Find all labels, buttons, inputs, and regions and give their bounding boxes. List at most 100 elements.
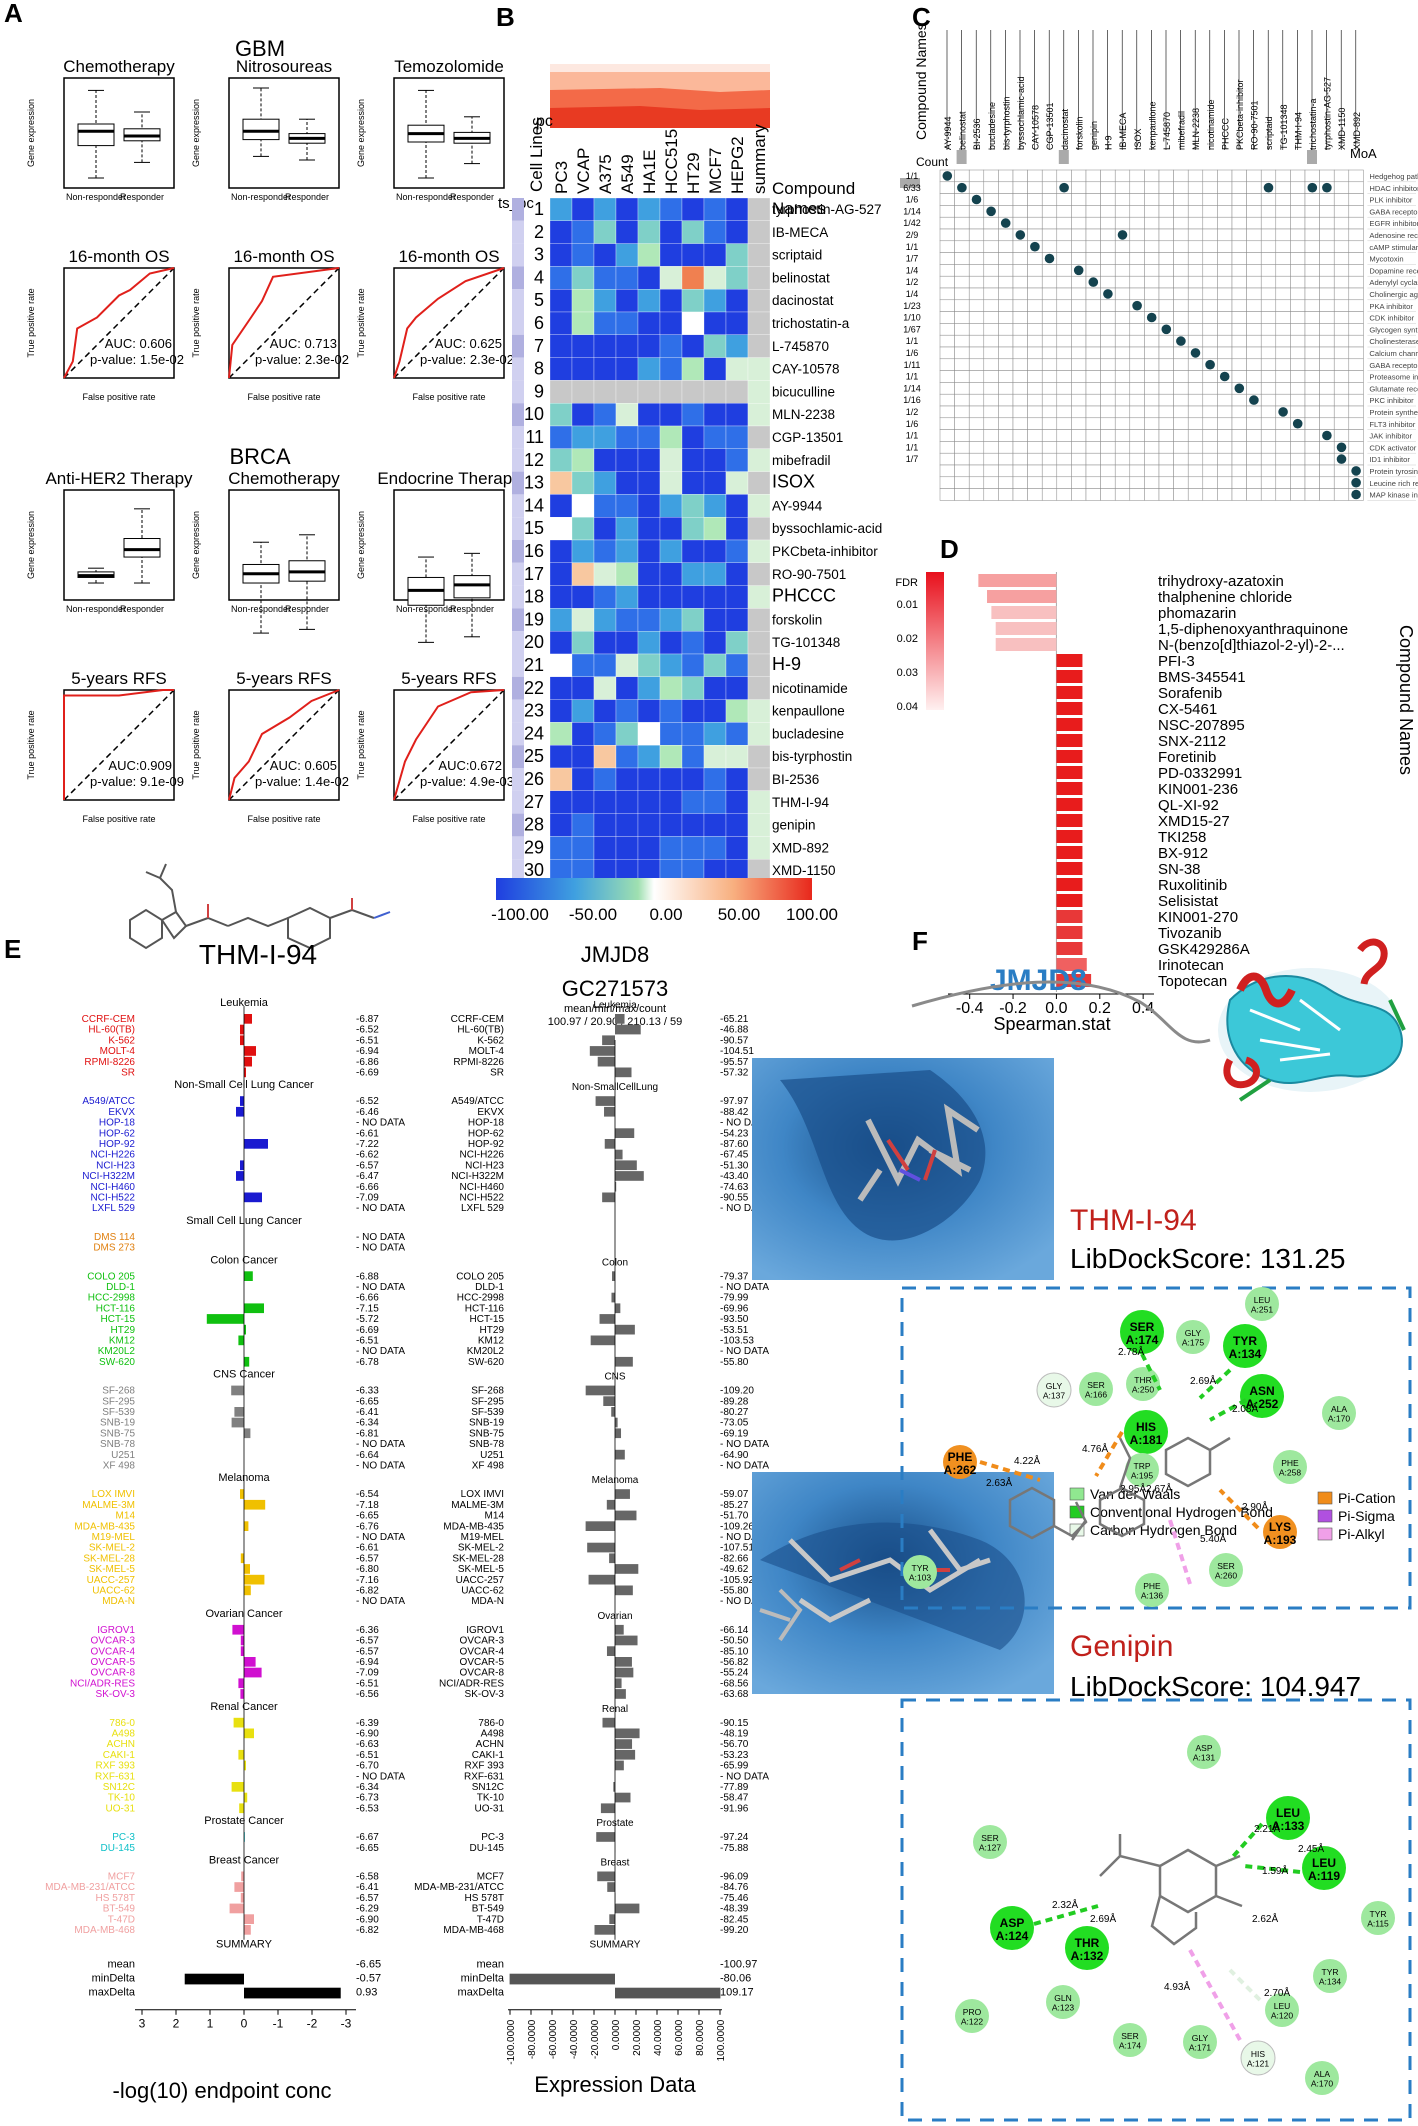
heatmap-cell xyxy=(725,494,749,518)
c-grid-cell xyxy=(998,299,1014,312)
heatmap-cell xyxy=(571,334,595,358)
row-number: 30 xyxy=(524,860,544,880)
d-bar xyxy=(1056,846,1083,859)
interaction-bond xyxy=(1228,1822,1264,1862)
c-grid-cell xyxy=(1129,216,1145,230)
c-grid-cell xyxy=(954,464,970,478)
row-number: 10 xyxy=(524,404,544,424)
c-compound-name: mibefradil xyxy=(1177,111,1187,150)
d-bar xyxy=(1056,750,1083,763)
c-grid-cell xyxy=(1114,169,1131,183)
c-grid-cell xyxy=(1260,311,1277,324)
distance-label: 2.69Å xyxy=(1090,1912,1116,1925)
c-grid-cell xyxy=(939,393,955,407)
c-grid-cell xyxy=(1319,393,1335,407)
c-grid-cell xyxy=(1217,393,1233,407)
heatmap-cell xyxy=(703,836,727,860)
heatmap-cell xyxy=(549,403,573,427)
thm-title: THM-I-94 xyxy=(199,939,317,970)
c-grid-cell xyxy=(1260,429,1277,442)
e-right-value: -49.62 xyxy=(720,1564,749,1575)
heatmap-cell xyxy=(659,334,683,358)
residue-node xyxy=(1265,1993,1299,2027)
e-right-cell-line: HOP-62 xyxy=(468,1128,505,1139)
c-grid-cell xyxy=(1319,311,1335,324)
roc-ylabel: True positive rate xyxy=(26,288,36,357)
c-grid-cell xyxy=(1100,169,1116,183)
c-grid-cell xyxy=(1027,181,1043,194)
c-grid-cell xyxy=(1071,464,1087,478)
c-grid-cell xyxy=(1319,252,1335,265)
heatmap-cell xyxy=(593,585,617,609)
d-compound-label: 1,5-diphenoxyanthraquinone xyxy=(1158,621,1348,638)
e-group-label: Melanoma xyxy=(218,1472,270,1484)
e-right-cell-line: MDA-N xyxy=(471,1596,504,1607)
c-moa-label: ID1 inhibitor xyxy=(1369,455,1410,464)
e-right-value: -109.26 xyxy=(720,1521,754,1532)
c-grid-cell xyxy=(939,405,955,419)
e-value: -6.69 xyxy=(356,1325,379,1336)
e-left-bar xyxy=(244,1792,248,1803)
d-bar xyxy=(978,574,1057,587)
c-grid-cell xyxy=(1129,275,1145,289)
c-grid-cell xyxy=(968,476,985,489)
c-grid-cell xyxy=(1114,370,1131,383)
row-number: 17 xyxy=(524,564,544,584)
e-right-bar xyxy=(615,1728,640,1739)
heatmap-cell xyxy=(703,197,727,221)
heatmap-cell xyxy=(703,676,727,700)
c-grid-cell xyxy=(1202,205,1218,218)
c-grid-cell xyxy=(939,417,955,430)
c-grid-cell xyxy=(1231,275,1247,289)
distance-label: 2.69Å xyxy=(1190,1374,1216,1387)
c-grid-cell xyxy=(1085,417,1101,430)
c-grid-cell xyxy=(998,323,1014,336)
c-grid-cell xyxy=(1144,275,1160,289)
e-value: -6.94 xyxy=(356,1046,379,1057)
e-value: -6.36 xyxy=(356,1625,379,1636)
c-grid-cell xyxy=(1246,323,1262,336)
c-grid-cell xyxy=(1231,393,1247,407)
c-grid-cell xyxy=(1041,228,1058,242)
e-value: -6.66 xyxy=(356,1293,379,1304)
residue-name: TYR xyxy=(1370,1909,1387,1919)
residue-node xyxy=(1125,1453,1159,1487)
e-right-bar xyxy=(615,1667,634,1678)
c-grid-cell xyxy=(1173,382,1189,395)
c-grid-cell xyxy=(1187,275,1204,289)
residue-node xyxy=(1124,1410,1168,1454)
compound-header-1: Compound xyxy=(772,179,855,198)
c-compound-name: TG-101348 xyxy=(1279,104,1289,150)
d-compound-label: KIN001-270 xyxy=(1158,909,1238,926)
c-grid-cell xyxy=(1231,488,1247,501)
c-count: 1/7 xyxy=(906,454,919,464)
e-left-tick: 3 xyxy=(139,2017,146,2031)
residue-node xyxy=(1036,1372,1072,1408)
c-grid-cell xyxy=(1290,252,1306,265)
heatmap-cell xyxy=(703,562,727,586)
e-left-bar xyxy=(241,1871,244,1882)
e-value: -6.94 xyxy=(356,1657,379,1668)
heatmap-cell xyxy=(703,790,727,814)
c-moa-label: Dopamine receptor antagonist xyxy=(1369,266,1418,275)
residue-id: A:174 xyxy=(1126,1333,1159,1347)
c-grid-cell xyxy=(1304,264,1320,277)
c-grid-cell xyxy=(1158,169,1174,183)
e-right-cell-line: DLD-1 xyxy=(475,1282,504,1293)
row-compound-name: MLN-2238 xyxy=(772,407,835,422)
c-grid-cell xyxy=(1085,169,1101,183)
c-grid-cell xyxy=(1071,417,1087,430)
c-grid-cell xyxy=(1129,382,1145,395)
ts-pc-bar xyxy=(512,494,524,518)
c-grid-cell xyxy=(1275,264,1291,277)
c-grid-cell xyxy=(968,299,985,312)
e-cell-line: SN12C xyxy=(103,1782,135,1793)
e-value: -6.41 xyxy=(356,1882,379,1893)
roc-p: p-value: 1.5e-02 xyxy=(90,352,184,367)
e-right-value: -51.30 xyxy=(720,1160,749,1171)
e-right-bar xyxy=(615,1303,621,1314)
e-cell-line: NCI-H226 xyxy=(91,1150,136,1161)
row-compound-name: CAY-10578 xyxy=(772,362,840,377)
heatmap-cell xyxy=(637,380,661,404)
c-grid-cell xyxy=(1333,287,1350,301)
